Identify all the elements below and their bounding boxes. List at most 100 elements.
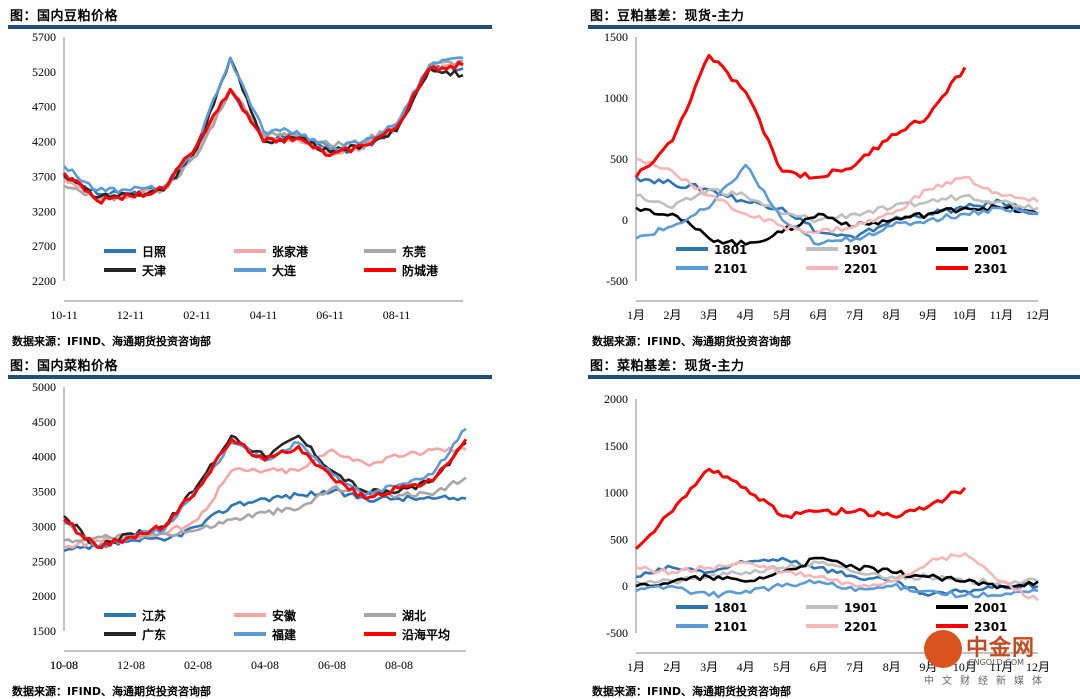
soymeal-price-chart: 2200 2700 3200 3700 4200 4700 5200 5700 10-11 12-…: [32, 30, 464, 322]
x-tick-label: 02-08: [184, 658, 212, 672]
y-tick-label: 3000: [32, 519, 56, 533]
watermark-logo-icon: [924, 630, 962, 668]
legend-label: 沿海平均: [401, 627, 450, 642]
x-tick-label: 4月: [737, 308, 755, 322]
title-rule: [588, 25, 1080, 29]
panel-title: 图：国内豆粕价格: [10, 9, 119, 24]
legend-label: 1801: [714, 243, 747, 257]
legend-label: 张家港: [272, 244, 309, 259]
soymeal-basis-chart: -500 0 500 1000 1500 1月 2月 3月 4月 5月 6月 7月 8月 9月 10月 11月…: [604, 30, 1050, 322]
watermark-logo-text: 中金网: [966, 635, 1036, 661]
soymeal-price-panel: 图：国内豆粕价格 2200 2700 3200 3700 4200 4700 5200 570…: [8, 0, 508, 348]
y-tick-label: 500: [610, 152, 628, 166]
legend-label: 2101: [714, 262, 747, 276]
legend-label: 安徽: [272, 608, 297, 623]
y-tick-label: 1500: [32, 624, 56, 638]
source-note: 数据来源：IFIND、海通期货投资咨询部: [592, 685, 792, 698]
y-tick-label: 5200: [32, 65, 56, 79]
legend-label: 2001: [974, 243, 1007, 257]
legend-label: 天津: [142, 263, 166, 278]
y-tick-label: 1000: [604, 91, 628, 105]
y-tick-label: 4700: [32, 100, 56, 114]
legend-label: 1801: [714, 601, 747, 615]
legend-label: 2301: [974, 620, 1007, 634]
legend-label: 福建: [271, 627, 297, 642]
rapemeal-basis-panel: 图：菜粕基差：现货-主力 -500 0 500 1000 1500 2000 1月 2月 3月 4…: [588, 350, 1080, 698]
watermark: 中金网 CNGOLD.COM 中文财经新媒体: [924, 628, 1074, 694]
source-note: 数据来源：IFIND、海通期货投资咨询部: [592, 335, 792, 348]
x-tick-label: 2月: [664, 308, 682, 322]
panel-title: 图：菜粕基差：现货-主力: [590, 359, 745, 374]
legend-label: 1901: [844, 601, 877, 615]
legend-label: 1901: [844, 243, 877, 257]
series-line: [63, 434, 467, 550]
x-tick-label: 5月: [773, 308, 791, 322]
series-line: [635, 552, 1039, 602]
y-tick-label: 2000: [604, 392, 628, 406]
series-line: [63, 56, 464, 195]
legend-label: 2201: [844, 620, 877, 634]
panel-title: 图：国内菜粕价格: [10, 359, 119, 374]
legend-label: 2301: [974, 262, 1007, 276]
x-tick-label: 2月: [664, 660, 682, 674]
x-tick-label: 1月: [627, 308, 645, 322]
y-tick-label: 2000: [32, 589, 56, 603]
x-tick-label: 10-11: [50, 308, 78, 322]
source-note: 数据来源：IFIND、海通期货投资咨询部: [12, 335, 212, 348]
x-tick-label: 3月: [700, 308, 718, 322]
series-line: [634, 53, 967, 180]
x-tick-label: 02-11: [183, 308, 211, 322]
x-tick-label: 12-11: [117, 308, 145, 322]
source-note: 数据来源：IFIND、海通期货投资咨询部: [12, 685, 212, 698]
x-tick-label: 10-08: [50, 658, 78, 672]
y-tick-label: 4200: [32, 135, 56, 149]
x-tick-label: 12月: [1026, 308, 1050, 322]
legend-label: 2101: [714, 620, 747, 634]
x-tick-label: 6月: [810, 308, 828, 322]
y-tick-label: 3700: [32, 169, 56, 183]
series-line: [62, 60, 464, 205]
series-line: [635, 204, 1039, 247]
y-tick-label: -500: [606, 274, 628, 288]
x-tick-label: 9月: [919, 308, 937, 322]
y-tick-label: 1000: [604, 486, 628, 500]
y-tick-label: 3500: [32, 485, 56, 499]
y-tick-label: 0: [622, 579, 628, 593]
x-tick-label: 08-11: [383, 308, 411, 322]
legend-label: 江苏: [142, 608, 166, 623]
legend-label: 2001: [974, 601, 1007, 615]
x-tick-label: 7月: [846, 308, 864, 322]
title-rule: [588, 375, 1080, 379]
y-tick-label: 4000: [32, 450, 56, 464]
x-tick-label: 04-08: [251, 658, 279, 672]
series-line: [635, 157, 1039, 235]
series-line: [635, 556, 1039, 597]
legend-label: 湖北: [402, 608, 426, 623]
y-tick-label: 4500: [32, 415, 56, 429]
series-line: [634, 467, 967, 550]
y-tick-label: -500: [606, 626, 628, 640]
x-tick-label: 11月: [990, 308, 1014, 322]
x-tick-label: 7月: [846, 660, 864, 674]
legend-label: 广东: [142, 627, 166, 642]
x-tick-label: 4月: [737, 660, 755, 674]
legend-label: 防城港: [402, 263, 439, 278]
x-tick-label: 10-08: [50, 658, 78, 672]
legend-label: 东莞: [402, 244, 426, 259]
series-line: [63, 488, 467, 553]
x-tick-label: 10月: [953, 660, 977, 674]
soymeal-basis-panel: 图：豆粕基差：现货-主力 -500 0 500 1000 1500 1月 2月 3月 4月 5月 6…: [588, 0, 1080, 348]
x-tick-label: 11月: [990, 660, 1014, 674]
x-tick-label: 04-11: [250, 308, 278, 322]
panel-title: 图：豆粕基差：现货-主力: [590, 9, 745, 24]
y-tick-label: 1500: [604, 30, 628, 44]
y-tick-label: 2700: [32, 239, 56, 253]
y-tick-label: 1500: [604, 439, 628, 453]
y-tick-label: 3200: [32, 204, 56, 218]
watermark-tagline: 中文财经新媒体: [924, 676, 1050, 687]
x-tick-label: 12月: [1026, 660, 1050, 674]
x-tick-label: 12-08: [117, 658, 145, 672]
x-tick-label: 06-08: [318, 658, 346, 672]
x-tick-label: 5月: [773, 660, 791, 674]
